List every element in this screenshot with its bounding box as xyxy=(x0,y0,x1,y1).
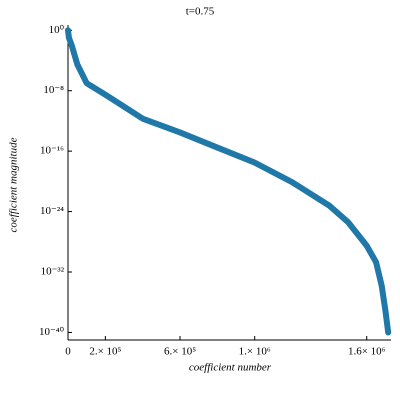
y-tick-label: 10⁻¹⁶ xyxy=(40,145,64,157)
y-tick-label: 10⁻⁸ xyxy=(43,84,64,96)
y-tick-label: 10⁻³² xyxy=(41,266,65,278)
y-axis-label: coefficient magnitude xyxy=(8,137,20,232)
y-tick-label: 10⁻⁴⁰ xyxy=(39,326,65,338)
x-tick-label: 6.× 10⁵ xyxy=(164,346,196,358)
y-tick-label: 10⁰ xyxy=(49,24,65,36)
chart-title: t=0.75 xyxy=(186,6,215,18)
x-tick-label: 1.× 10⁶ xyxy=(239,346,271,358)
data-line xyxy=(65,27,392,336)
x-tick-label: 2.× 10⁵ xyxy=(89,346,121,358)
y-tick-label: 10⁻²⁴ xyxy=(40,205,64,217)
x-tick-label: 0 xyxy=(65,346,71,358)
x-axis-label: coefficient number xyxy=(189,362,272,374)
x-tick-label: 1.6× 10⁶ xyxy=(348,346,386,358)
